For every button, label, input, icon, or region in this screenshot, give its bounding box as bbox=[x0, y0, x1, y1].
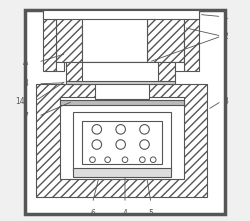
Text: 8: 8 bbox=[24, 79, 28, 88]
Bar bbox=[184, 10, 199, 71]
Bar bbox=[42, 10, 199, 19]
Bar bbox=[60, 100, 184, 105]
Text: 6: 6 bbox=[90, 208, 95, 217]
Bar bbox=[60, 97, 184, 179]
Text: 1: 1 bbox=[224, 12, 228, 21]
Text: 3: 3 bbox=[224, 97, 228, 106]
Bar bbox=[175, 62, 184, 71]
Text: A: A bbox=[23, 58, 28, 67]
Text: 5: 5 bbox=[148, 208, 154, 217]
Bar bbox=[66, 80, 175, 84]
Bar bbox=[73, 168, 170, 177]
Bar bbox=[66, 62, 175, 82]
Bar bbox=[56, 14, 82, 62]
Text: 2: 2 bbox=[224, 32, 228, 41]
Bar bbox=[82, 121, 162, 164]
Text: 7: 7 bbox=[24, 112, 28, 121]
Bar bbox=[147, 14, 184, 62]
Bar bbox=[42, 10, 56, 71]
Bar bbox=[73, 112, 170, 171]
Bar bbox=[95, 82, 149, 99]
Text: 4: 4 bbox=[122, 208, 128, 217]
Text: 14: 14 bbox=[16, 97, 25, 106]
Bar bbox=[36, 84, 208, 197]
Bar bbox=[56, 62, 64, 71]
Bar bbox=[82, 14, 147, 62]
Bar bbox=[82, 62, 158, 82]
